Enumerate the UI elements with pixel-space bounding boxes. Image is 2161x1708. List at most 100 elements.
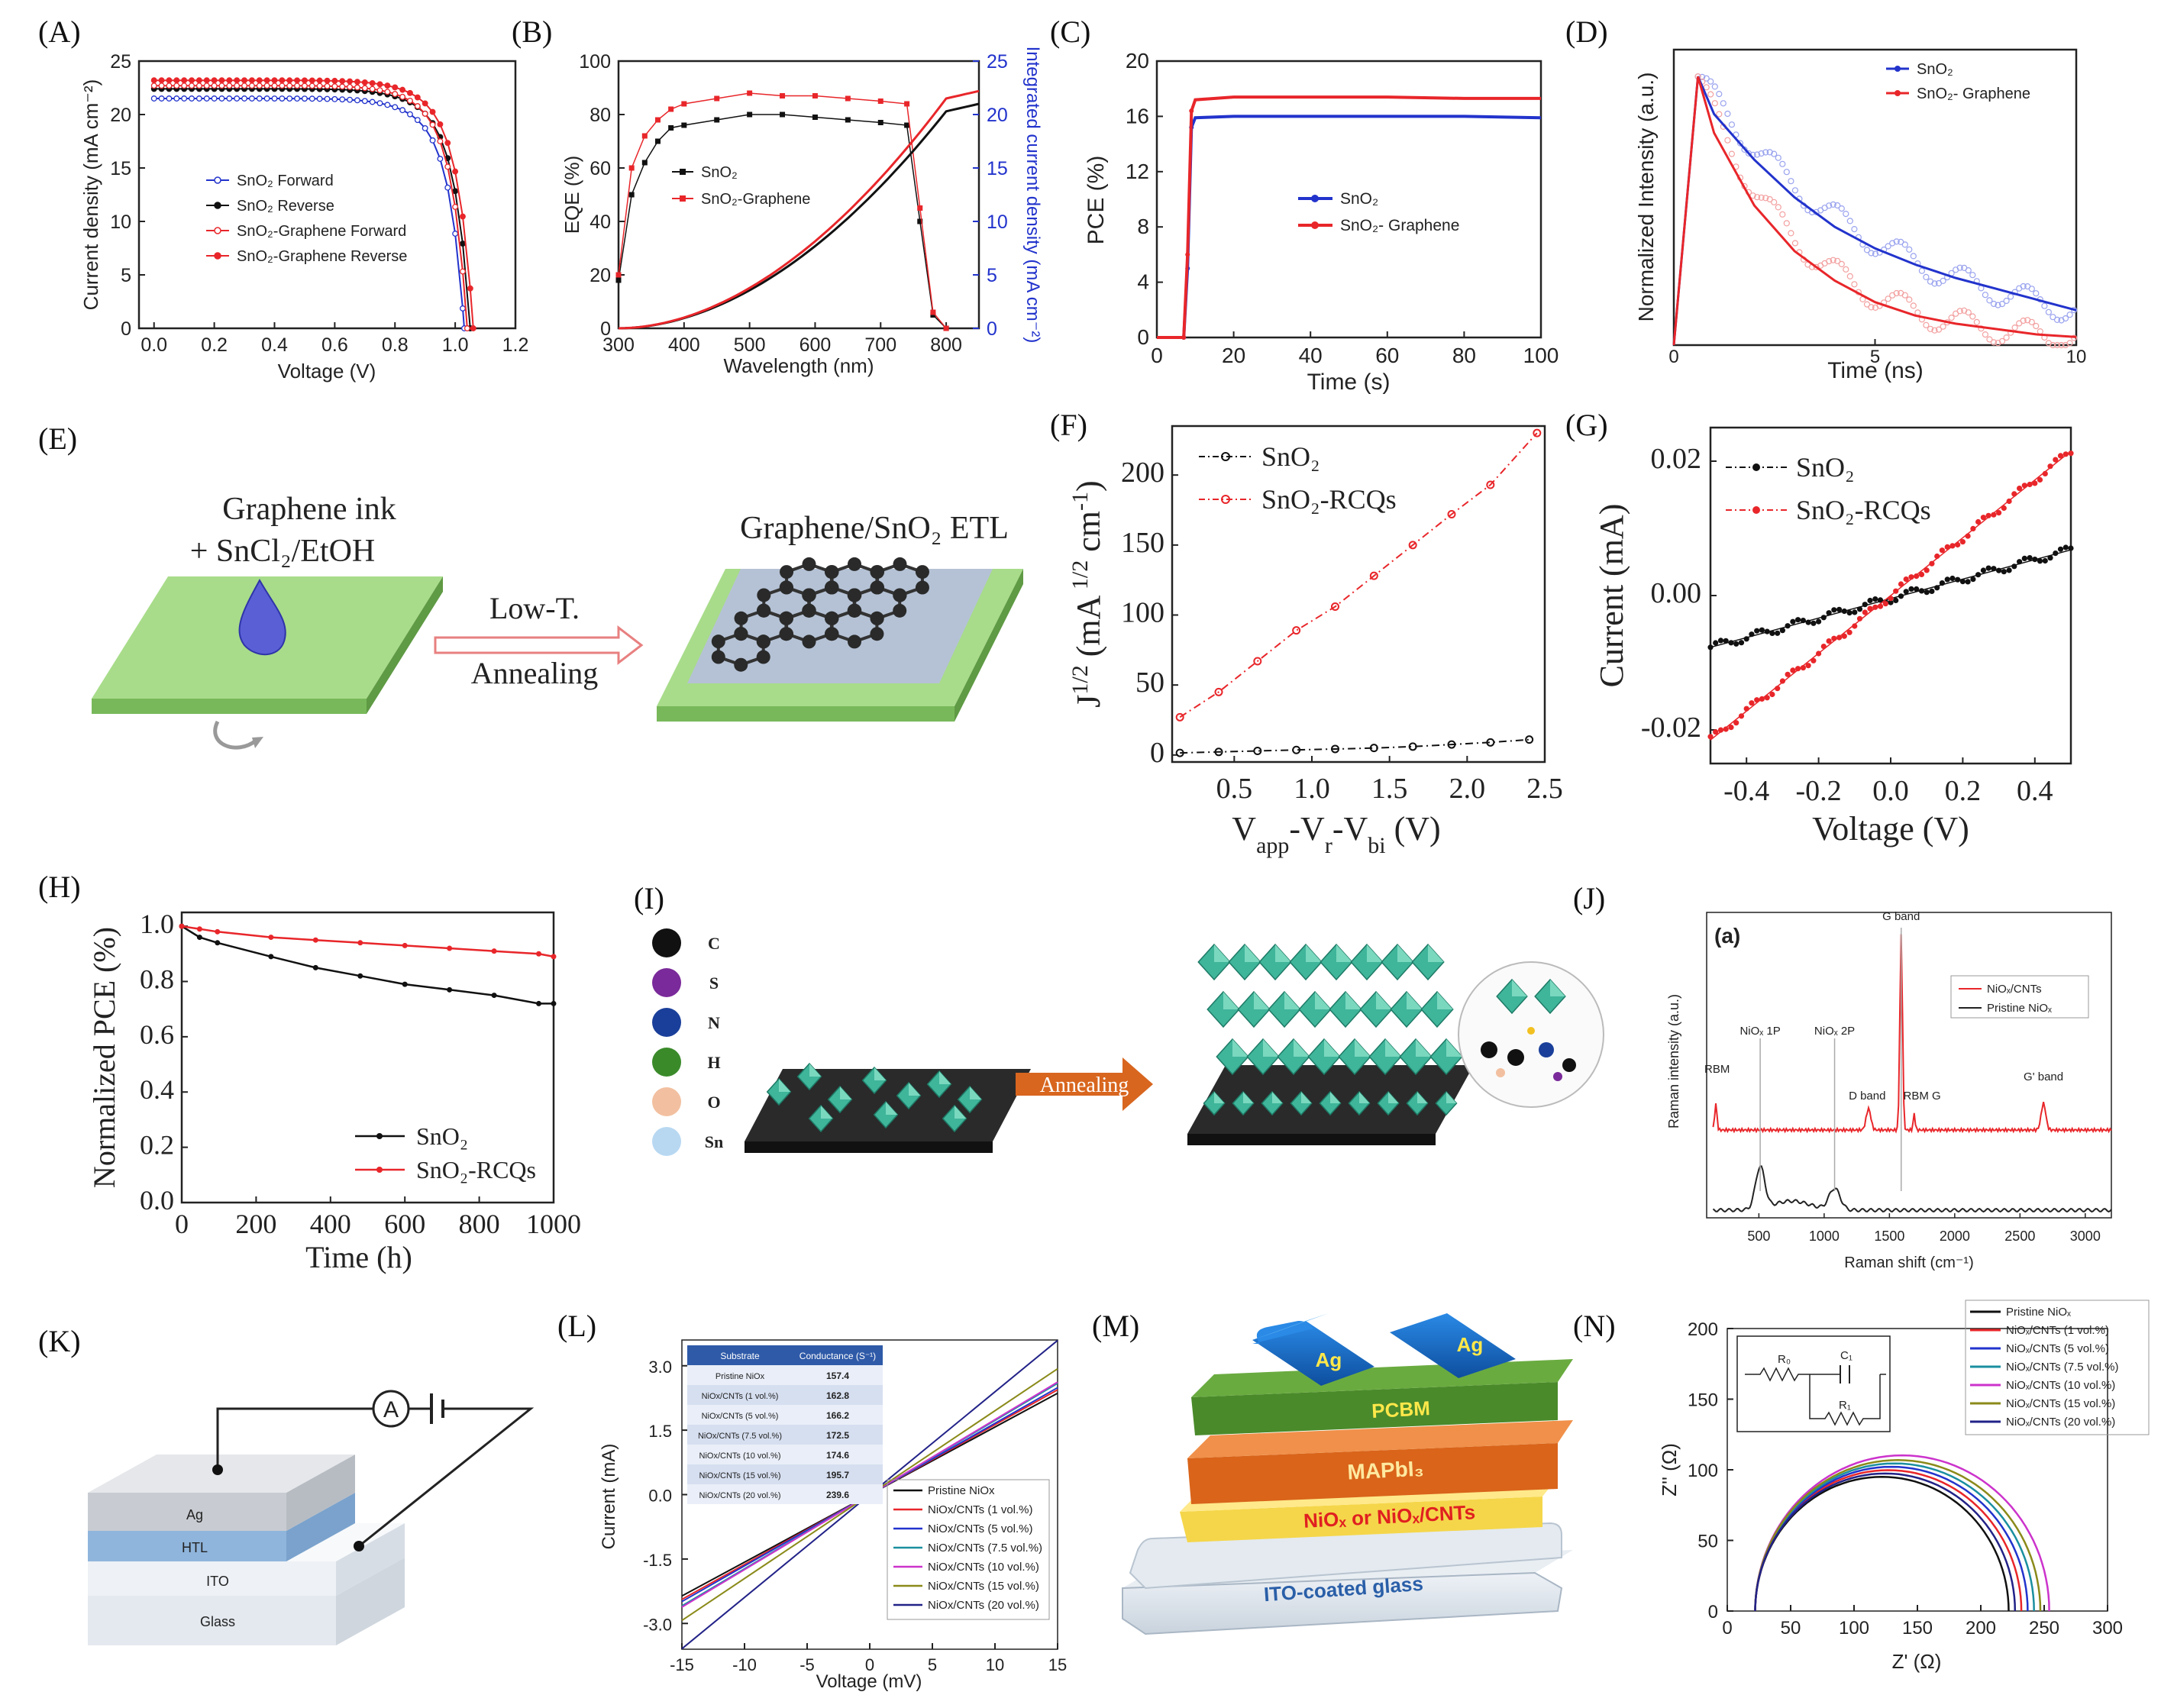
ag-side [286,1455,355,1531]
c-legend-label-0: SnO₂ [1340,190,1378,208]
zoom-octahedron-2-face [1550,980,1565,996]
panel-b-chart: 300 400 500 600 700 800 0 20 40 60 80 100 0 5 10 15 20 25… [560,47,1043,377]
a-xtick-label-5: 1.0 [442,334,469,356]
table-header-1: Conductance (S⁻¹) [799,1351,876,1361]
g-point-1-68 [2057,453,2064,459]
d-scatter-0-41 [1868,250,1875,257]
d-scatter-0-49 [1901,241,1908,248]
l-xtick-label-4: 5 [928,1655,937,1674]
d-scatter-1-84 [2050,341,2056,349]
c-ytick-label-0: 0 [1137,325,1149,349]
g-point-0-40 [1914,586,1920,592]
a-point-3-23 [324,77,331,84]
zoom-atom-3 [1562,1058,1576,1072]
a-xtick-label-0: 0.0 [141,334,167,356]
table-row-bg-4 [687,1445,883,1464]
c-ytick-label-4: 16 [1126,104,1149,128]
h-legend-marker-1 [376,1167,383,1173]
d-scatter-1-7 [1724,137,1731,144]
panel-label-k: (K) [38,1324,81,1358]
d-scatter-1-50 [1906,296,1913,303]
a-point-0-7 [203,95,210,102]
d-scatter-1-35 [1843,266,1849,273]
d-scatter-0-68 [1982,292,1988,299]
g-point-0-20 [1811,620,1817,626]
g-point-0-66 [2047,555,2053,561]
ag-contact-left-front [1252,1321,1374,1386]
a-xtick-label-3: 0.6 [321,334,348,356]
g-point-0-1 [1713,640,1719,646]
h-point-1-10 [551,954,557,960]
a-xtick-label-6: 1.2 [502,334,529,356]
n-ytick-label-4: 200 [1688,1319,1718,1340]
b-eqe-point-1-15 [943,325,949,331]
f-point-0-4 [1331,744,1339,754]
l-xtick-label-3: 0 [865,1655,874,1674]
carbon-atom-8-3 [871,565,885,580]
h-point-0-4 [312,964,318,970]
carbon-atom-2-1 [848,634,861,649]
zoom-atom-6 [1527,1027,1535,1035]
d-scatter-1-65 [1969,313,1976,320]
f-point-1-5 [1369,571,1378,580]
d-scatter-0-56 [1931,280,1938,287]
panel-c-ylabel: PCE (%) [1084,156,1109,245]
n-legend-label-1: NiOₓ/CNTs (1 vol.%) [2006,1324,2109,1337]
d-scatter-0-32 [1830,201,1836,208]
seed-3-face [874,1067,887,1080]
process-arrow-icon [434,625,644,666]
a-point-3-35 [414,94,421,101]
a-point-3-20 [301,77,308,84]
element-label-s: S [709,973,719,993]
table-cell-2-1: 166.2 [826,1410,849,1421]
panel-h-ylabel: Normalized PCE (%) [87,927,121,1188]
element-label-h: H [707,1053,720,1072]
g-legend-label-1: SnO₂-RCQs [1796,495,1931,525]
g-point-1-23 [1826,638,1832,644]
mapbi-layer-front [1187,1443,1558,1504]
g-xtick-label-4: 0.4 [2017,775,2053,807]
b-eqe-point-1-2 [641,133,648,139]
a-point-3-6 [195,77,202,84]
a-point-3-32 [392,84,399,91]
h-point-0-8 [491,993,497,999]
panel-c-xlabel: Time (s) [1307,370,1391,395]
b-xtick-label-4: 700 [864,334,896,356]
h-ytick-label-2: 0.4 [140,1074,174,1105]
carbon-atom-3-2 [757,603,771,618]
a-point-2-18 [286,82,293,89]
a-xtick-label-2: 0.4 [261,334,288,356]
a-point-0-9 [218,95,225,102]
d-scatter-1-70 [1990,339,1998,346]
g-ytick-label-2: 0.02 [1651,443,1702,475]
panel-c-chart: 0 20 40 60 80 100 0 4 8 12 16 20 Time (s) PCE (%) S… [1084,49,1559,395]
j-xtick-label-5: 3000 [2070,1229,2101,1244]
a-point-3-11 [234,77,241,84]
a-point-2-9 [218,82,225,89]
d-scatter-1-52 [1914,309,1921,316]
probe-top [212,1464,223,1475]
a-point-3-29 [369,79,376,86]
a-point-2-36 [422,110,428,117]
n-series-line-5 [1754,1459,2042,1612]
panel-n-legend: Pristine NiOₓ NiOₓ/CNTs (1 vol.%) NiOₓ/CNT… [1965,1300,2150,1435]
a-point-3-5 [189,77,195,84]
a-ytick-label-2: 10 [110,211,131,233]
d-scatter-0-7 [1724,110,1731,118]
f-xtick-label-4: 2.5 [1526,773,1563,805]
b-integrated-line-0 [618,102,980,330]
d-scatter-0-16 [1762,149,1769,156]
g-point-1-26 [1841,633,1847,639]
a-point-0-40 [452,231,459,237]
panel-label-d: (D) [1565,15,1608,49]
glass-layer [88,1596,336,1645]
d-scatter-0-42 [1872,250,1879,257]
g-point-1-34 [1882,601,1888,607]
panel-l-chart: -15 -10 -5 0 5 10 15 -3.0 -1.5 0.0 1.5 3.0 Substrat… [599,1339,1067,1692]
panel-d-chart: 0 5 10 Time (ns) Normalized Intensity (a.u… [1634,48,2086,383]
a-point-3-15 [263,77,270,84]
d-scatter-1-47 [1893,289,1900,297]
g-point-1-19 [1805,663,1811,669]
a-legend-label-1: SnO₂ Reverse [237,198,334,215]
h-ytick-label-0: 0.0 [140,1185,174,1216]
